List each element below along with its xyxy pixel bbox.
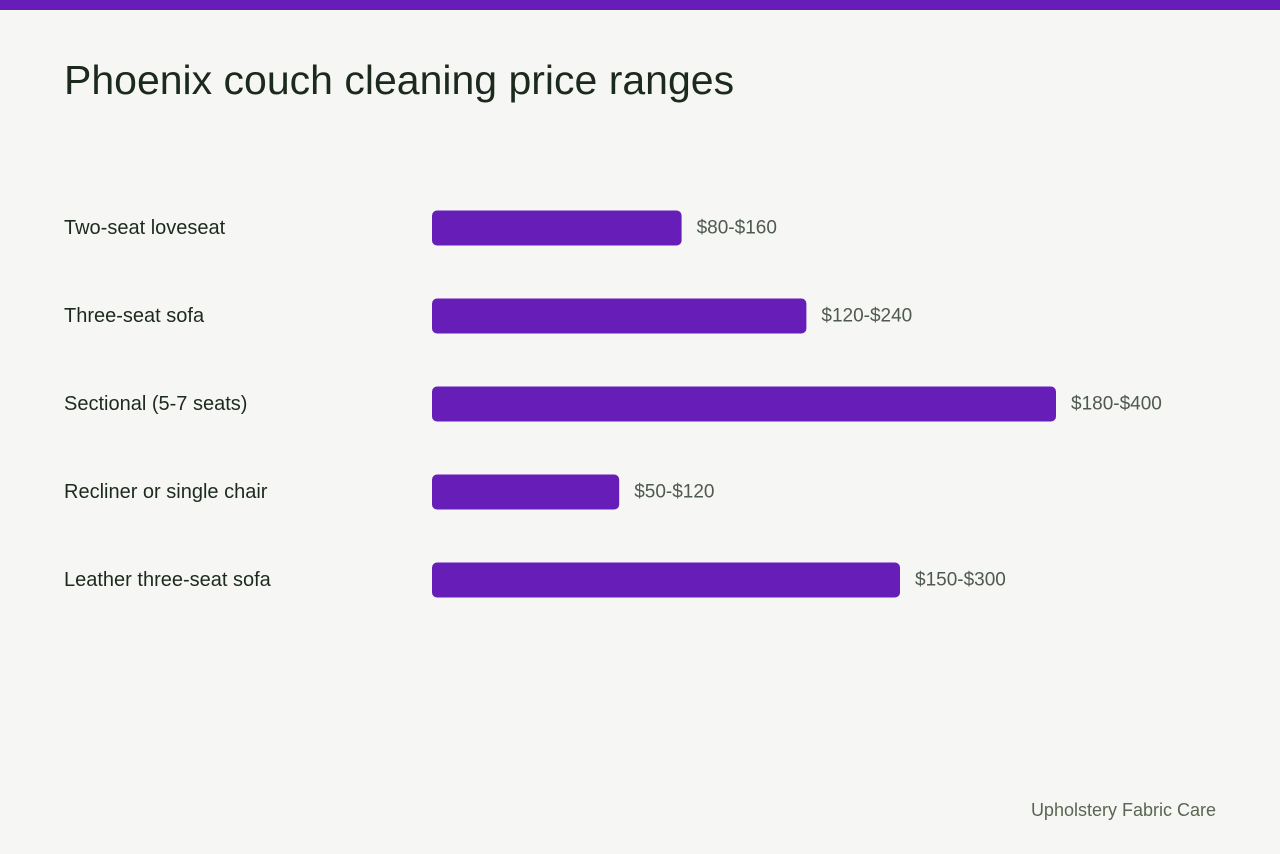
bar: [432, 386, 1056, 422]
bar: [432, 562, 900, 598]
bar: [432, 298, 807, 334]
value-label: $150-$300: [915, 570, 1006, 591]
value-label: $180-$400: [1071, 394, 1162, 415]
category-label: Three-seat sofa: [64, 305, 205, 327]
chart-title: Phoenix couch cleaning price ranges: [64, 57, 735, 103]
bar: [432, 210, 682, 246]
value-label: $80-$160: [697, 218, 777, 239]
value-label: $120-$240: [821, 306, 912, 327]
value-label: $50-$120: [634, 482, 714, 503]
source-credit: Upholstery Fabric Care: [1030, 800, 1216, 820]
category-label: Two-seat loveseat: [64, 217, 226, 239]
category-label: Recliner or single chair: [64, 481, 268, 503]
category-label: Sectional (5-7 seats): [64, 393, 247, 415]
category-label: Leather three-seat sofa: [64, 569, 272, 591]
bar: [432, 474, 620, 510]
top-accent-bar: [0, 0, 1280, 10]
